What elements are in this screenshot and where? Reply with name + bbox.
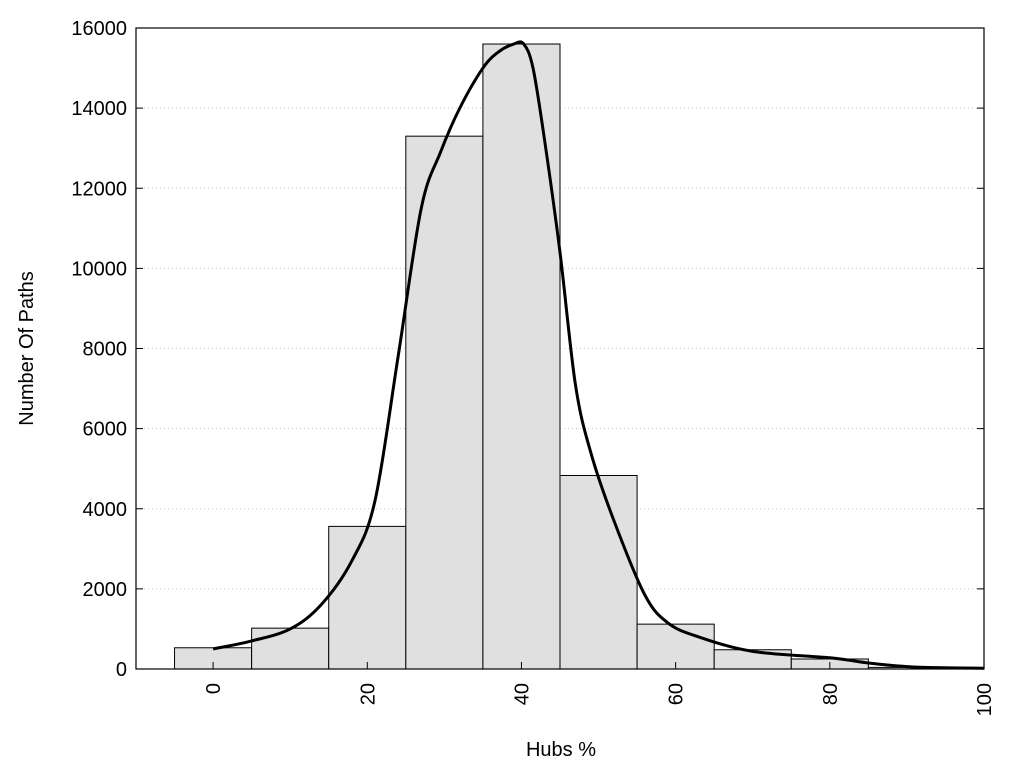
histogram-bar bbox=[482, 43, 561, 670]
y-tick-label: 0 bbox=[116, 659, 127, 681]
y-tick-label: 14000 bbox=[71, 98, 127, 120]
y-axis-label: Number Of Paths bbox=[16, 271, 38, 426]
density-curve bbox=[212, 40, 985, 670]
density-curve-line bbox=[212, 40, 985, 670]
x-tick-label: 60 bbox=[666, 683, 688, 705]
x-tick-label: 0 bbox=[203, 683, 225, 694]
y-tick-label: 4000 bbox=[83, 499, 128, 521]
x-axis-label: Hubs % bbox=[526, 739, 596, 761]
bars bbox=[174, 43, 946, 670]
y-tick-label: 6000 bbox=[83, 419, 128, 441]
histogram-bar bbox=[328, 525, 407, 670]
y-tick-label: 16000 bbox=[71, 18, 127, 40]
x-tick-label: 20 bbox=[357, 683, 379, 705]
x-tick-label: 80 bbox=[820, 683, 842, 705]
x-axis-ticks: 0 20 40 60 80 100 bbox=[203, 662, 996, 716]
x-tick-label: 100 bbox=[974, 683, 996, 716]
y-tick-label: 10000 bbox=[71, 258, 127, 280]
y-tick-label: 2000 bbox=[83, 579, 128, 601]
x-tick-label: 40 bbox=[511, 683, 533, 705]
y-tick-label: 12000 bbox=[71, 178, 127, 200]
y-tick-label: 8000 bbox=[83, 339, 128, 361]
histogram-bar bbox=[251, 627, 330, 670]
histogram-bar bbox=[636, 623, 715, 670]
histogram-bar bbox=[405, 135, 484, 670]
y-axis-ticks: 0 2000 4000 6000 8000 10000 12000 14000 16000 bbox=[71, 18, 984, 681]
histogram-bar bbox=[559, 474, 638, 670]
